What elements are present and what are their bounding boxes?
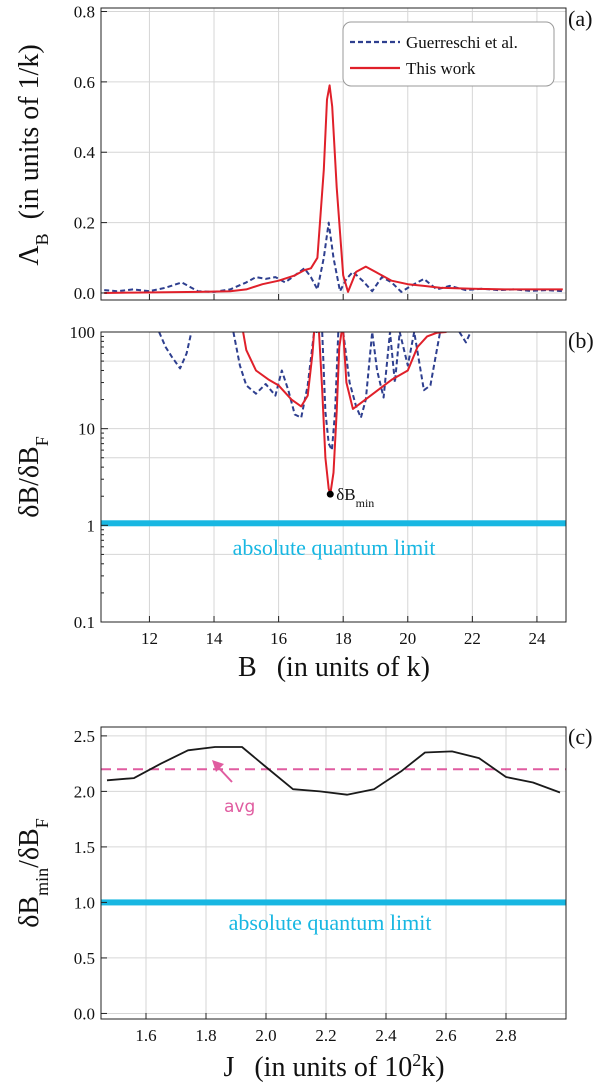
panel-b-series-guerreschi (458, 332, 472, 344)
panel-c-xtick-label: 2.0 (255, 1026, 276, 1045)
panel-c-ytick-label: 1.0 (74, 893, 95, 912)
panel-b-min-marker (326, 490, 334, 498)
panel-b: δBmin absolute quantum limit 12 14 16 18 20 2… (14, 323, 594, 683)
panel-a-ytick-label: 0.8 (74, 3, 95, 22)
legend-entry-guerreschi: Guerreschi et al. (406, 33, 518, 52)
panel-b-series-this-work (342, 332, 447, 410)
panel-b-min-label-sub: min (356, 496, 375, 510)
panel-b-ticks: 12 14 16 18 20 22 24 0.1 1 10 100 (70, 323, 546, 648)
panel-a-ylabel-sub: B (32, 233, 52, 245)
panel-c-xtick-label: 1.6 (135, 1026, 156, 1045)
panel-b-quantum-limit-label: absolute quantum limit (233, 535, 436, 560)
panel-c-avg-label: avg (224, 797, 255, 817)
panel-c-xlabel-main: J (223, 1052, 234, 1083)
panel-c-quantum-limit-label: absolute quantum limit (229, 910, 432, 935)
panel-a-ytick-label: 0.4 (74, 143, 96, 162)
panel-b-ytick-label: 100 (70, 323, 96, 342)
panel-a-ylabel-units: (in units of 1/k) (14, 44, 45, 219)
panel-c-xtick-label: 2.4 (375, 1026, 397, 1045)
panel-a-series (104, 84, 563, 294)
panel-c-ylabel-sub1: min (32, 868, 52, 896)
panel-c-avg-arrow (212, 760, 233, 783)
legend-box (342, 21, 555, 87)
panel-b-series-this-work (242, 332, 316, 408)
panel-c-xlabel-units-pre: (in units of 10 (254, 1052, 412, 1083)
panel-c-xtick-label: 2.8 (495, 1026, 516, 1045)
panel-a-ylabel-main: Λ (14, 245, 45, 266)
panel-b-xlabel-main: B (238, 652, 257, 683)
panel-b-series-guerreschi (342, 332, 447, 419)
panel-c-xlabel-units-sup: 2 (412, 1050, 421, 1070)
panel-c-ylabel-mid: /δB (14, 828, 45, 868)
panel-a-ytick-label: 0.0 (74, 284, 95, 303)
panel-a-label: (a) (568, 6, 592, 31)
panel-c-ytick-label: 2.5 (74, 727, 95, 746)
panel-c-ytick-label: 0.0 (74, 1004, 95, 1023)
panel-b-xtick-label: 24 (528, 629, 546, 648)
panel-b-ylabel: δB/δBF (14, 436, 52, 518)
panel-b-quantum-limit-band (101, 520, 566, 527)
panel-b-ytick-label: 1 (87, 516, 96, 535)
panel-c-label: (c) (568, 724, 592, 749)
panel-b-ytick-label: 10 (78, 420, 95, 439)
panel-c-series (106, 746, 561, 796)
avg-arrow-shaft (217, 766, 233, 783)
legend-entry-this-work: This work (406, 59, 476, 78)
panel-c-xtick-label: 2.2 (315, 1026, 336, 1045)
panel-b-frame (100, 331, 567, 623)
panel-c-ytick-label: 0.5 (74, 949, 95, 968)
panel-a-frame (100, 7, 567, 301)
panel-b-xtick-label: 16 (270, 629, 287, 648)
panel-b-min-label: δBmin (336, 485, 374, 510)
panel-b-series-guerreschi (232, 332, 318, 419)
panel-b-xlabel: B (in units of k) (238, 652, 430, 683)
panel-c-frame (100, 726, 567, 1020)
panel-c-xlabel: J (in units of 102k) (223, 1050, 444, 1083)
panel-a: 0.00.20.40.60.8 (a) ΛB(in units of 1/k) … (14, 3, 592, 303)
panel-c-xlabel-units-post: k) (421, 1052, 444, 1083)
panel-b-label: (b) (568, 328, 594, 353)
avg-arrow-head (212, 760, 224, 772)
panel-a-ytick-label: 0.2 (74, 214, 95, 233)
panel-b-xtick-label: 18 (335, 629, 352, 648)
panel-b-min-label-main: δB (336, 485, 355, 504)
panel-b-xtick-label: 12 (141, 629, 158, 648)
panel-c: avg absolute quantum limit 1.6 1.8 2.0 2.2 2… (14, 724, 592, 1083)
panel-c-ylabel: δBmin/δBF (14, 818, 52, 928)
panel-b-ylabel-sub: F (32, 436, 52, 446)
panel-c-ylabel-sub2: F (32, 818, 52, 828)
panel-b-xlabel-units: (in units of k) (277, 652, 430, 683)
panel-a-legend: Guerreschi et al. This work (342, 21, 555, 87)
panel-a-ylabel: ΛB (in units of 1/k) (14, 44, 52, 265)
panel-b-xtick-label: 22 (464, 629, 481, 648)
panel-b-series-guerreschi (321, 332, 340, 452)
panel-c-ytick-label: 2.0 (74, 782, 95, 801)
panel-c-ticks: 1.6 1.8 2.0 2.2 2.4 2.6 2.8 0.0 0.5 1.0 1.5 2.0 2.5 (74, 727, 517, 1045)
panel-a-ytick-label: 0.6 (74, 73, 95, 92)
panel-b-series (158, 332, 472, 496)
panel-a-series-guerreschi (104, 221, 563, 293)
panel-b-xtick-label: 20 (399, 629, 416, 648)
panel-c-ytick-label: 1.5 (74, 838, 95, 857)
panel-c-quantum-limit-band (101, 899, 566, 906)
panel-a-series-this-work (104, 84, 563, 294)
panel-b-xtick-label: 14 (206, 629, 224, 648)
panel-b-ytick-label: 0.1 (74, 613, 95, 632)
panel-c-series-line (106, 746, 561, 796)
panel-b-ylabel-main: δB/δB (14, 446, 45, 518)
panel-a-ticks: 0.0 0.2 0.4 0.6 0.8 (74, 3, 538, 303)
panel-b-series-guerreschi (158, 332, 193, 370)
panel-c-xtick-label: 1.8 (195, 1026, 216, 1045)
panel-c-ylabel-main: δB (14, 896, 45, 928)
panel-c-xtick-label: 2.6 (435, 1026, 456, 1045)
